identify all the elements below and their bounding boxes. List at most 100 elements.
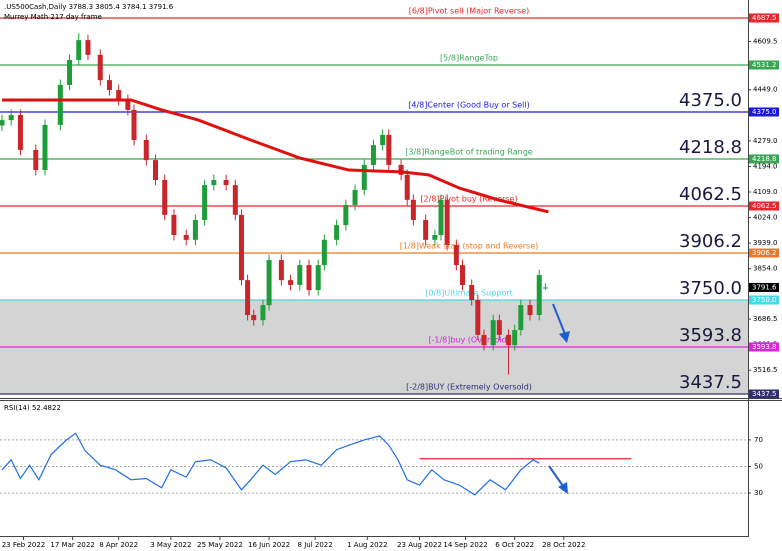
x-tick-label: 8 Apr 2022 [99, 541, 138, 549]
candle-body [423, 219, 429, 240]
last-price-label: 3791.6 [752, 283, 777, 291]
candle-body [202, 185, 208, 220]
level-box-label: 3593.8 [752, 343, 777, 351]
candle-body [192, 219, 198, 240]
candle-body [57, 84, 63, 125]
candle-body [404, 174, 410, 200]
candle-body [131, 109, 137, 140]
x-tick-label: 17 Mar 2022 [50, 541, 94, 549]
indicator-name: Murrey Math 217 day frame [4, 13, 102, 21]
candle-body [380, 134, 386, 146]
y-tick-label: 4109.0 [753, 188, 778, 196]
level-box-label: 3750.0 [752, 296, 777, 304]
level-big-label: 3437.5 [679, 372, 742, 393]
candle-body [475, 299, 481, 335]
level-big-label: 4218.8 [679, 137, 742, 158]
candle-body [512, 330, 518, 346]
candle-body [410, 199, 416, 220]
x-tick-label: 28 Oct 2022 [542, 541, 585, 549]
y-tick-label: 4609.5 [753, 37, 778, 45]
level-text: [2/8]Pivot buy (Reverse) [420, 194, 517, 203]
level-box-label: 4531.2 [752, 61, 777, 69]
last-price-box [749, 282, 779, 292]
level-box [749, 13, 779, 23]
level-box-label: 4062.5 [752, 202, 777, 210]
candle-body [17, 114, 23, 150]
arrows [548, 303, 570, 494]
candle-body [506, 334, 512, 346]
candle-body [334, 225, 340, 240]
candle-body [67, 59, 73, 85]
underlay [0, 17, 748, 395]
level-box [749, 295, 779, 305]
candle-body [386, 134, 392, 165]
level-big-label: 3750.0 [679, 278, 742, 299]
candle-body [152, 160, 158, 180]
candle-body [116, 90, 122, 100]
candle-body [469, 284, 475, 300]
x-tick-label: 23 Feb 2022 [2, 541, 46, 549]
level-box [749, 60, 779, 70]
candle-body [370, 145, 376, 165]
candle-body [527, 305, 533, 316]
x-tick-label: 6 Oct 2022 [495, 541, 534, 549]
level-big-label: 3593.8 [679, 325, 742, 346]
level-box-label: 4218.8 [752, 155, 777, 163]
candle-body [490, 320, 496, 346]
candle-body [496, 320, 502, 335]
y-tick-label: 4024.0 [753, 214, 778, 222]
level-box [749, 107, 779, 117]
level-text: [6/8]Pivot sell (Major Reverse) [409, 6, 530, 15]
level-box-label: 3906.2 [752, 249, 777, 257]
candle-body [223, 179, 229, 186]
candle-body [398, 164, 404, 175]
arrow-head [558, 482, 568, 494]
candle-body [245, 280, 251, 316]
level-box-label: 3437.5 [752, 390, 777, 398]
candle-body [343, 204, 349, 226]
symbol-header: .US500Cash,Daily 3788.3 3805.4 3784.1 37… [4, 3, 174, 11]
candle-body [444, 199, 450, 245]
candle-body [97, 54, 103, 81]
level-box [749, 389, 779, 399]
level-text: [0/8]Ultimate Support [425, 288, 512, 297]
level-box-label: 4375.0 [752, 108, 777, 116]
candle-body [211, 179, 217, 186]
candle-body [183, 235, 189, 240]
y-tick-label: 50 [754, 463, 763, 471]
level-box [749, 201, 779, 211]
x-tick-label: 8 Jul 2022 [298, 541, 333, 549]
candle-body [260, 305, 266, 321]
candle-body [76, 40, 82, 60]
moving-average [2, 98, 549, 214]
arrow-head [559, 331, 570, 343]
level-text: [4/8]Center (Good Buy or Sell) [408, 100, 529, 109]
y-tick-label: 3686.5 [753, 315, 778, 323]
y-tick-label: 4449.0 [753, 86, 778, 94]
candle-body [459, 265, 465, 285]
y-tick-label: 3516.5 [753, 366, 778, 374]
candle-body [432, 235, 438, 240]
candle-body [321, 239, 327, 266]
level-text: [-2/8]BUY (Extremely Oversold) [406, 382, 532, 391]
y-tick-label: 3854.0 [753, 265, 778, 273]
rsi-line [1, 432, 540, 496]
candle-body [171, 214, 177, 236]
candle-body [0, 120, 5, 126]
candle-body [352, 189, 358, 205]
candle-body [297, 265, 303, 285]
arrow [552, 303, 566, 335]
x-tick-label: 16 Jun 2022 [248, 541, 290, 549]
level-box [749, 342, 779, 352]
candle-body [251, 315, 257, 321]
candle-body [106, 80, 112, 91]
candle-body [306, 265, 312, 291]
level-text: [5/8]RangeTop [440, 54, 498, 63]
level-big-label: 4375.0 [679, 90, 742, 111]
candle-body [232, 185, 238, 215]
level-big-label: 3906.2 [679, 231, 742, 252]
candle-body [85, 40, 91, 55]
candle-body [542, 287, 548, 289]
candle-body [481, 334, 487, 346]
